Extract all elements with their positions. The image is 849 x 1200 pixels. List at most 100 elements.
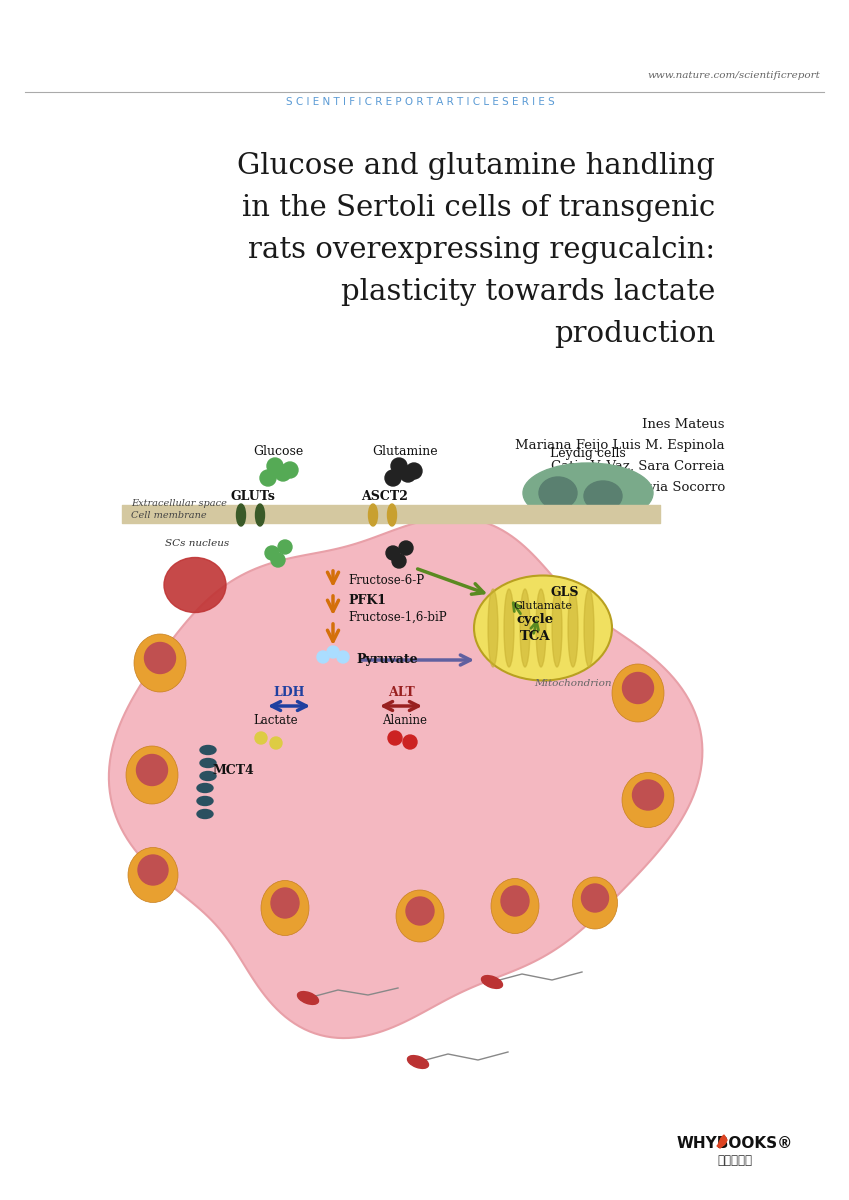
Text: S C I E N T I F I C R E P O R T A R T I C L E S E R I E S: S C I E N T I F I C R E P O R T A R T I … — [285, 97, 554, 107]
Ellipse shape — [584, 481, 622, 511]
Ellipse shape — [501, 886, 529, 916]
Circle shape — [388, 731, 402, 745]
Ellipse shape — [622, 672, 654, 703]
Circle shape — [282, 462, 298, 478]
Text: 주외이북스: 주외이북스 — [717, 1154, 752, 1168]
Ellipse shape — [406, 898, 434, 925]
Circle shape — [337, 650, 349, 662]
Ellipse shape — [488, 589, 498, 667]
Ellipse shape — [197, 797, 213, 805]
Text: www.nature.com/scientificreport: www.nature.com/scientificreport — [647, 71, 820, 80]
Polygon shape — [717, 1135, 727, 1148]
Ellipse shape — [128, 847, 178, 902]
Ellipse shape — [584, 589, 594, 667]
Ellipse shape — [396, 890, 444, 942]
Circle shape — [403, 734, 417, 749]
Circle shape — [392, 554, 406, 568]
Ellipse shape — [368, 504, 378, 526]
Text: SCs nucleus: SCs nucleus — [165, 539, 229, 548]
Text: Silvia Socorro: Silvia Socorro — [631, 481, 725, 494]
Text: Glucose and glutamine handling: Glucose and glutamine handling — [237, 152, 715, 180]
Text: WHYBOOKS®: WHYBOOKS® — [677, 1135, 793, 1151]
Text: Fructose-1,6-biP: Fructose-1,6-biP — [348, 611, 447, 624]
Circle shape — [271, 553, 285, 566]
Ellipse shape — [134, 634, 186, 692]
Ellipse shape — [520, 589, 530, 667]
Circle shape — [278, 540, 292, 554]
Ellipse shape — [237, 504, 245, 526]
Circle shape — [317, 650, 329, 662]
Text: ALT: ALT — [388, 686, 414, 700]
Ellipse shape — [271, 888, 299, 918]
Text: Alanine: Alanine — [383, 714, 428, 726]
Text: production: production — [554, 320, 715, 348]
Text: Cell membrane: Cell membrane — [131, 511, 206, 520]
Ellipse shape — [481, 976, 503, 989]
Text: GLUTs: GLUTs — [231, 491, 275, 504]
Circle shape — [270, 737, 282, 749]
Ellipse shape — [256, 504, 265, 526]
Text: GLS: GLS — [551, 587, 579, 600]
Ellipse shape — [523, 463, 653, 523]
Circle shape — [400, 466, 416, 482]
Ellipse shape — [144, 642, 176, 673]
Text: Lactate: Lactate — [254, 714, 298, 726]
Ellipse shape — [200, 772, 216, 780]
Ellipse shape — [582, 884, 609, 912]
Text: LDH: LDH — [273, 686, 305, 700]
Text: PFK1: PFK1 — [348, 594, 386, 607]
Ellipse shape — [197, 784, 213, 792]
Text: rats overexpressing regucalcin:: rats overexpressing regucalcin: — [248, 236, 715, 264]
Text: Glutamine: Glutamine — [372, 445, 438, 458]
Text: plasticity towards lactate: plasticity towards lactate — [340, 278, 715, 306]
Ellipse shape — [474, 576, 612, 680]
Ellipse shape — [504, 589, 514, 667]
Text: Extracellular space: Extracellular space — [131, 499, 227, 508]
Polygon shape — [109, 517, 702, 1038]
Ellipse shape — [408, 1056, 429, 1068]
Ellipse shape — [197, 810, 213, 818]
Ellipse shape — [552, 589, 562, 667]
Circle shape — [275, 464, 291, 481]
Ellipse shape — [126, 746, 178, 804]
Ellipse shape — [536, 589, 546, 667]
Circle shape — [260, 470, 276, 486]
Text: Mitochondrion: Mitochondrion — [534, 679, 612, 688]
Text: Catia V. Vaz, Sara Correia: Catia V. Vaz, Sara Correia — [551, 460, 725, 473]
Text: TCA: TCA — [520, 630, 550, 643]
Text: MCT4: MCT4 — [212, 763, 254, 776]
Circle shape — [406, 463, 422, 479]
Text: Glucose: Glucose — [253, 445, 303, 458]
Circle shape — [385, 470, 401, 486]
Ellipse shape — [200, 745, 216, 755]
Ellipse shape — [387, 504, 396, 526]
Ellipse shape — [622, 773, 674, 828]
Text: Mariana Feijo Luis M. Espinola: Mariana Feijo Luis M. Espinola — [515, 439, 725, 452]
Ellipse shape — [297, 991, 318, 1004]
Text: ASCT2: ASCT2 — [362, 491, 408, 504]
Ellipse shape — [633, 780, 664, 810]
Circle shape — [265, 546, 279, 560]
Circle shape — [391, 458, 407, 474]
Text: Leydig cells: Leydig cells — [550, 446, 626, 460]
Ellipse shape — [568, 589, 578, 667]
Text: cycle: cycle — [516, 612, 554, 625]
Ellipse shape — [200, 758, 216, 768]
Text: Fructose-6-P: Fructose-6-P — [348, 574, 424, 587]
Text: Glutamate: Glutamate — [514, 601, 572, 611]
Text: in the Sertoli cells of transgenic: in the Sertoli cells of transgenic — [242, 194, 715, 222]
Text: Pyruvate: Pyruvate — [356, 654, 418, 666]
Circle shape — [255, 732, 267, 744]
Circle shape — [399, 541, 413, 554]
Ellipse shape — [491, 878, 539, 934]
Ellipse shape — [612, 664, 664, 722]
Circle shape — [386, 546, 400, 560]
Ellipse shape — [261, 881, 309, 936]
Ellipse shape — [539, 476, 577, 509]
Ellipse shape — [572, 877, 617, 929]
Ellipse shape — [137, 755, 167, 786]
Ellipse shape — [164, 558, 226, 612]
Text: Ines Mateus: Ines Mateus — [643, 418, 725, 431]
Circle shape — [327, 646, 339, 658]
Circle shape — [267, 458, 283, 474]
